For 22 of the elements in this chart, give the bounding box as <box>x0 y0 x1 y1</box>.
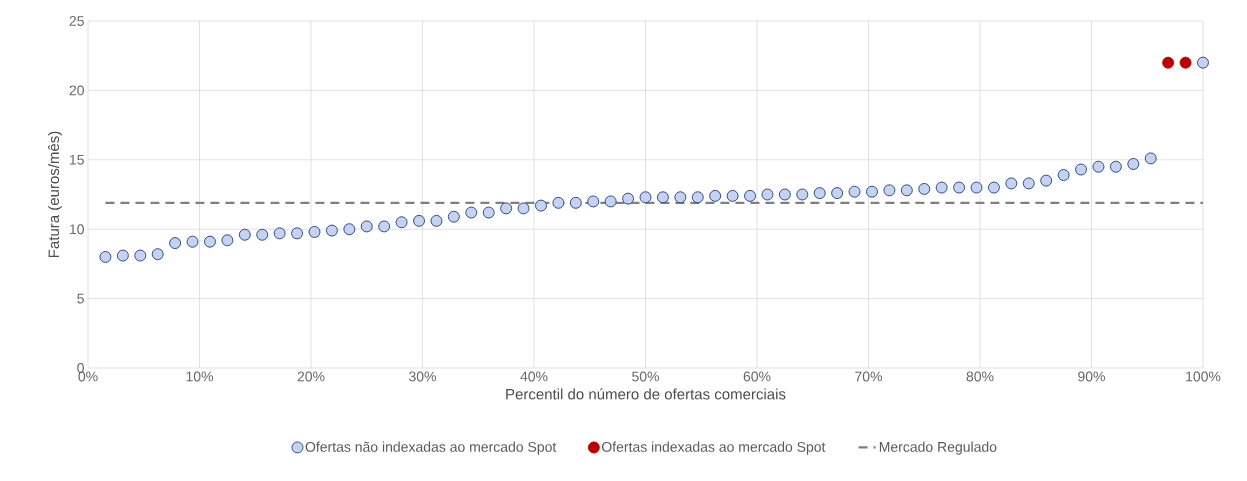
x-tick-label: 40% <box>520 371 548 382</box>
y-tick-label: 25 <box>69 16 84 26</box>
x-tick-label: 0% <box>78 371 98 382</box>
legend-label: Ofertas indexadas ao mercado Spot <box>602 441 826 455</box>
y-tick-label: 5 <box>77 293 84 304</box>
legend-label: Ofertas não indexadas ao mercado Spot <box>305 441 557 455</box>
x-tick-label: 70% <box>855 371 882 382</box>
legend-label: Mercado Regulado <box>879 441 997 455</box>
y-axis-title: Fatura (euros/mês) <box>48 131 63 258</box>
x-tick-label: 30% <box>409 371 437 382</box>
x-tick-label: 80% <box>966 371 994 382</box>
x-tick-label: 90% <box>1078 371 1105 382</box>
x-tick-label: 100% <box>1186 371 1221 382</box>
y-tick-label: 20 <box>69 85 84 96</box>
x-tick-label: 20% <box>297 371 325 382</box>
y-tick-label: 0 <box>77 363 84 373</box>
x-tick-label: 10% <box>186 371 214 382</box>
x-tick-label: 60% <box>743 371 771 382</box>
y-tick-label: 10 <box>69 224 84 235</box>
x-axis-title: Percentil do número de ofertas comerciais <box>506 388 786 400</box>
x-tick-label: 50% <box>632 371 660 382</box>
y-tick-label: 15 <box>69 154 84 165</box>
